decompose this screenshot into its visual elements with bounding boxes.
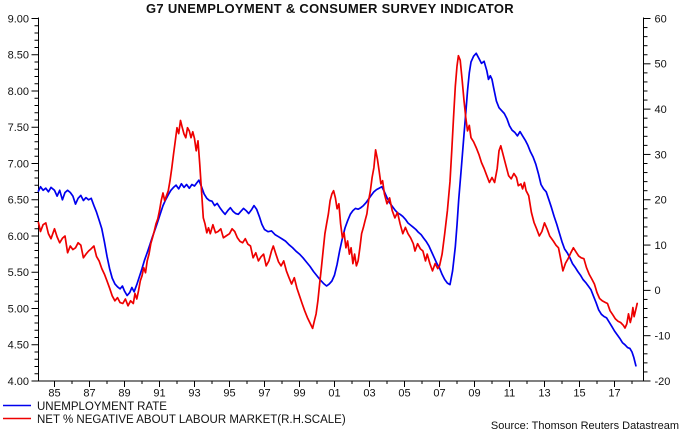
left-tick-label: 9.00: [8, 13, 29, 25]
left-tick-label: 5.00: [8, 303, 29, 315]
x-axis-ticks: 85 87 89 91 93 95 97 99 01 03 05 07 09 11 13 15 17: [48, 381, 633, 399]
x-tick-label: 17: [608, 387, 620, 399]
left-tick-label: 4.00: [8, 376, 29, 388]
left-tick-label: 8.00: [8, 86, 29, 98]
series-line-survey: [37, 54, 639, 330]
source-attribution: Source: Thomson Reuters Datastream: [491, 420, 679, 432]
left-tick-label: 6.00: [8, 231, 29, 243]
right-tick-label: 60: [655, 13, 667, 25]
right-tick-label: -20: [655, 376, 671, 388]
left-tick-label: 4.50: [8, 340, 29, 352]
series-line-unemployment: [37, 52, 637, 367]
x-tick-label: 07: [433, 387, 445, 399]
x-tick-label: 11: [504, 387, 515, 399]
x-tick-label: 87: [83, 387, 95, 399]
right-axis-ticks: -20 -10 0 10 20 30 40 50 60: [643, 13, 671, 388]
right-tick-label: 40: [655, 104, 667, 116]
x-tick-label: 99: [293, 387, 305, 399]
axes: [38, 17, 644, 382]
left-tick-label: 7.50: [8, 122, 29, 134]
x-tick-label: 15: [573, 387, 585, 399]
x-tick-label: 01: [328, 387, 340, 399]
chart-title: G7 UNEMPLOYMENT & CONSUMER SURVEY INDICA…: [146, 1, 514, 16]
x-tick-label: 93: [188, 387, 200, 399]
legend: UNEMPLOYMENT RATE NET % NEGATIVE ABOUT L…: [3, 401, 346, 426]
right-tick-label: -10: [655, 331, 671, 343]
legend-label-unemployment: UNEMPLOYMENT RATE: [37, 401, 167, 413]
legend-label-survey: NET % NEGATIVE ABOUT LABOUR MARKET(R.H.S…: [37, 414, 346, 426]
left-tick-label: 8.50: [8, 50, 29, 62]
right-tick-label: 10: [655, 240, 667, 252]
left-axis-ticks: 4.00 4.50 5.00 5.50 6.00 6.50 7.00 7.50 8.00 8.50…: [8, 13, 39, 388]
right-tick-label: 50: [655, 59, 667, 71]
series-lines: [37, 52, 639, 367]
right-tick-label: 30: [655, 149, 667, 161]
x-tick-label: 95: [223, 387, 235, 399]
left-tick-label: 7.00: [8, 158, 29, 170]
x-tick-label: 91: [153, 387, 165, 399]
x-tick-label: 85: [48, 387, 60, 399]
x-tick-label: 05: [398, 387, 410, 399]
x-tick-label: 03: [363, 387, 375, 399]
right-tick-label: 20: [655, 195, 667, 207]
x-tick-label: 13: [538, 387, 550, 399]
x-tick-label: 89: [118, 387, 130, 399]
right-tick-label: 0: [655, 285, 661, 297]
x-tick-label: 97: [258, 387, 270, 399]
left-tick-label: 6.50: [8, 195, 29, 207]
x-tick-label: 09: [468, 387, 480, 399]
left-tick-label: 5.50: [8, 267, 29, 279]
